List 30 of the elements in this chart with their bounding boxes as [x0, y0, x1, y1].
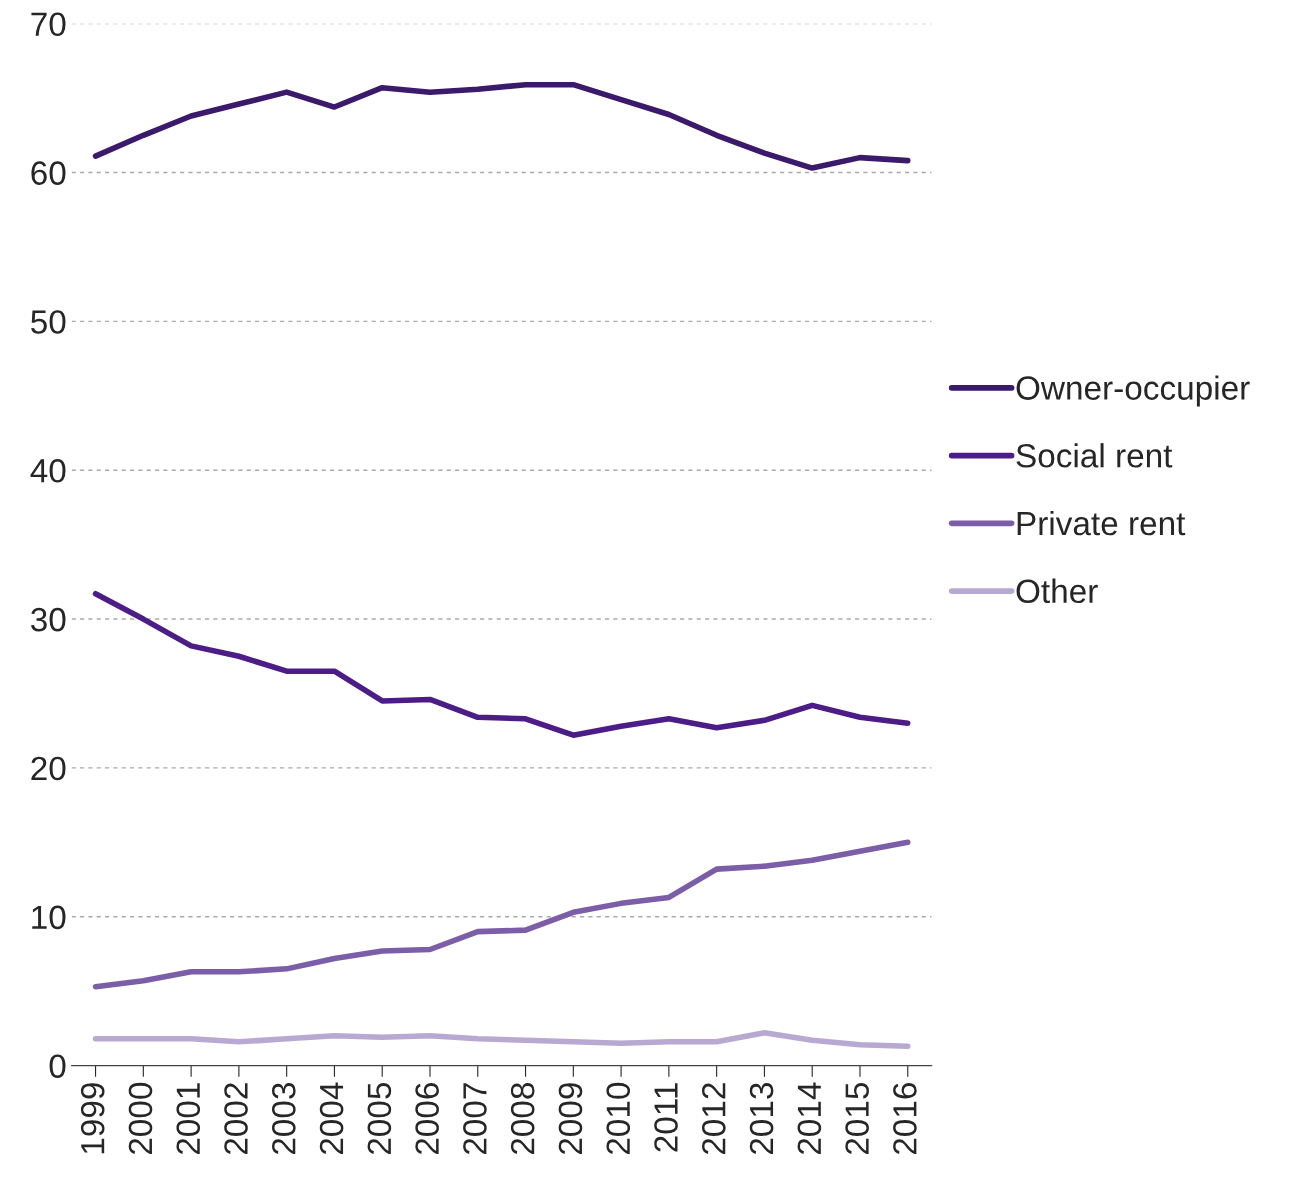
x-tick-label: 2011: [654, 1083, 678, 1152]
y-tick-label: 0: [49, 1054, 66, 1079]
x-tick-label: 2010: [606, 1082, 631, 1155]
x-tick-label: 2007: [463, 1083, 487, 1155]
x-tick-label: 2012: [701, 1083, 726, 1155]
legend-label: Private rent: [1017, 510, 1186, 536]
y-tick-label: 20: [31, 756, 66, 781]
x-tick-label: 1999: [80, 1083, 105, 1154]
x-tick-label: 2013: [749, 1083, 774, 1155]
x-tick-label: 2001: [176, 1083, 201, 1155]
x-tick-label: 2008: [510, 1083, 535, 1155]
x-tick-label: 2006: [415, 1083, 439, 1155]
x-tick-label: 2015: [845, 1082, 869, 1155]
legend-label: Owner-occupier: [1016, 375, 1250, 407]
x-tick-label: 2014: [797, 1082, 822, 1155]
x-tick-label: 2003: [272, 1083, 296, 1155]
y-tick-label: 30: [31, 607, 66, 632]
y-tick-label: 60: [31, 161, 66, 185]
legend-label: Other: [1016, 578, 1098, 604]
legend-label: Social rent: [1016, 443, 1173, 468]
x-tick-label: 2009: [558, 1083, 583, 1155]
x-tick-label: 2016: [893, 1083, 917, 1155]
y-tick-label: 10: [32, 905, 66, 930]
x-tick-label: 2005: [367, 1082, 392, 1155]
y-tick-label: 70: [31, 12, 66, 37]
y-tick-label: 50: [31, 310, 66, 334]
x-tick-label: 2004: [319, 1082, 344, 1155]
x-tick-label: 2002: [224, 1083, 248, 1155]
y-tick-label: 40: [30, 459, 66, 483]
x-tick-label: 2000: [128, 1082, 153, 1155]
